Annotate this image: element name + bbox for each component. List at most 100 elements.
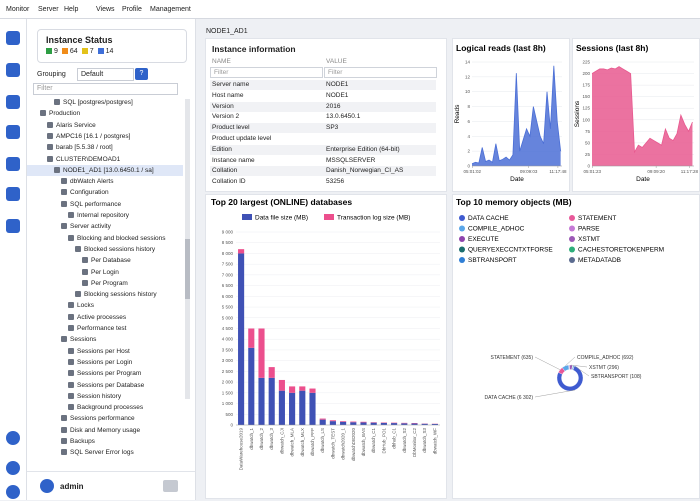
y-tick-label: 8 <box>467 104 470 109</box>
y-tick-label: 12 <box>465 74 471 79</box>
legend-label: SBTRANSPORT <box>468 257 517 264</box>
x-tick-label: dbwatch_CJI <box>279 428 284 454</box>
bar-segment <box>350 422 356 423</box>
y-tick-label: 5 500 <box>222 305 234 310</box>
y-tick-label: 8 500 <box>222 240 234 245</box>
x-tick-label: dbwatch_PFP <box>310 428 315 456</box>
bar-segment <box>381 423 387 425</box>
chart-title: Logical reads (last 8h) <box>456 43 546 53</box>
x-tick-label: dbwatch_S2 <box>402 428 407 453</box>
x-tick-label: 05:01:02 <box>464 169 482 174</box>
legend-swatch <box>459 257 465 263</box>
y-tick-label: 7 500 <box>222 262 234 267</box>
legend-swatch <box>459 226 465 232</box>
x-axis-label: Date <box>510 176 524 183</box>
bar-segment <box>299 391 305 425</box>
x-tick-label: 05:01:23 <box>584 169 602 174</box>
legend-label: Transaction log size (MB) <box>337 215 410 222</box>
legend-swatch <box>569 247 575 253</box>
bar-segment <box>360 422 366 423</box>
x-tick-label: dbwatch2020_1 <box>341 428 346 460</box>
bar-segment <box>320 419 326 420</box>
x-tick-label: 11:17:28 <box>681 169 699 174</box>
slice-label: SBTRANSPORT (108) <box>591 374 642 380</box>
bar-segment <box>279 380 285 391</box>
bar-segment <box>299 386 305 390</box>
leader-line <box>565 357 575 366</box>
y-axis-label: Reads <box>454 104 461 124</box>
slice-label: DATA CACHE (6 302) <box>485 395 534 401</box>
legend-label: DATA CACHE <box>468 215 509 222</box>
y-tick-label: 14 <box>465 60 471 65</box>
y-tick-label: 225 <box>582 60 590 65</box>
legend-label: Data file size (MB) <box>255 215 308 222</box>
legend-label: XSTMT <box>578 236 600 243</box>
chart-title: Top 10 memory objects (MB) <box>456 197 572 207</box>
x-tick-label: dbwatch_3 <box>269 428 274 450</box>
y-tick-label: 7 000 <box>222 272 234 277</box>
bar-segment <box>371 423 377 425</box>
x-tick-label: dbhub_C1 <box>392 428 397 449</box>
y-tick-label: 4 500 <box>222 326 234 331</box>
leader-line <box>535 357 560 370</box>
slice-label: COMPILE_ADHOC (692) <box>577 355 634 361</box>
y-tick-label: 4 000 <box>222 337 234 342</box>
bar-segment <box>391 423 397 425</box>
legend-swatch <box>569 257 575 263</box>
x-axis-label: Date <box>636 176 650 183</box>
bar-segment <box>269 367 275 378</box>
bar-segment <box>309 393 315 425</box>
y-tick-label: 4 <box>467 134 470 139</box>
bar-segment <box>289 386 295 392</box>
y-tick-label: 6 500 <box>222 283 234 288</box>
y-tick-label: 25 <box>585 152 591 157</box>
bar-segment <box>289 393 295 425</box>
slice-label: XSTMT (296) <box>589 365 619 371</box>
y-tick-label: 3 500 <box>222 347 234 352</box>
bar-segment <box>350 422 356 425</box>
bar-segment <box>330 421 336 425</box>
bar-segment <box>340 421 346 422</box>
y-tick-label: 1 000 <box>222 401 234 406</box>
x-tick-label: dbwatch_S3 <box>422 428 427 453</box>
legend-label: STATEMENT <box>578 215 616 222</box>
legend-swatch <box>459 215 465 221</box>
chart-title: Top 20 largest (ONLINE) databases <box>211 197 352 207</box>
y-tick-label: 150 <box>582 94 590 99</box>
legend-swatch <box>324 214 334 220</box>
legend-swatch <box>459 247 465 253</box>
legend-swatch <box>242 214 252 220</box>
y-tick-label: 50 <box>585 140 591 145</box>
legend-label: CACHESTORETOKENPERM <box>578 247 664 254</box>
x-tick-label: DbMonitor_C2 <box>412 428 417 458</box>
area-fill <box>592 67 692 166</box>
x-tick-label: dbwatch_BAS <box>361 428 366 456</box>
y-axis-label: Sessions <box>574 100 581 127</box>
legend-label: QUERYEXECCNTXTFORSE <box>468 247 553 254</box>
x-tick-label: dbwatchDB2020 <box>351 428 356 462</box>
legend-swatch <box>569 236 575 242</box>
bar-segment <box>360 422 366 425</box>
y-tick-label: 3 000 <box>222 358 234 363</box>
x-tick-label: dbwatch_TEST <box>330 428 335 459</box>
y-tick-label: 0 <box>230 423 233 428</box>
x-tick-label: DataWarehouse2019 <box>239 428 244 471</box>
y-tick-label: 2 <box>467 149 470 154</box>
x-tick-label: dbwatch_1 <box>249 428 254 450</box>
y-tick-label: 200 <box>582 71 590 76</box>
bar-segment <box>248 329 254 348</box>
legend-label: EXECUTE <box>468 236 499 243</box>
x-tick-label: DbHub_PO1 <box>381 428 386 454</box>
y-tick-label: 9 000 <box>222 230 234 235</box>
bar-segment <box>269 378 275 425</box>
bar-segment <box>258 329 264 378</box>
x-tick-label: dbwatch_MLA <box>290 428 295 457</box>
legend-label: PARSE <box>578 226 600 233</box>
x-tick-label: 09:09:20 <box>647 169 665 174</box>
bar-segment <box>238 249 244 253</box>
bar-segment <box>279 391 285 425</box>
slice-label: STATEMENT (635) <box>490 355 533 361</box>
y-tick-label: 0 <box>467 164 470 169</box>
